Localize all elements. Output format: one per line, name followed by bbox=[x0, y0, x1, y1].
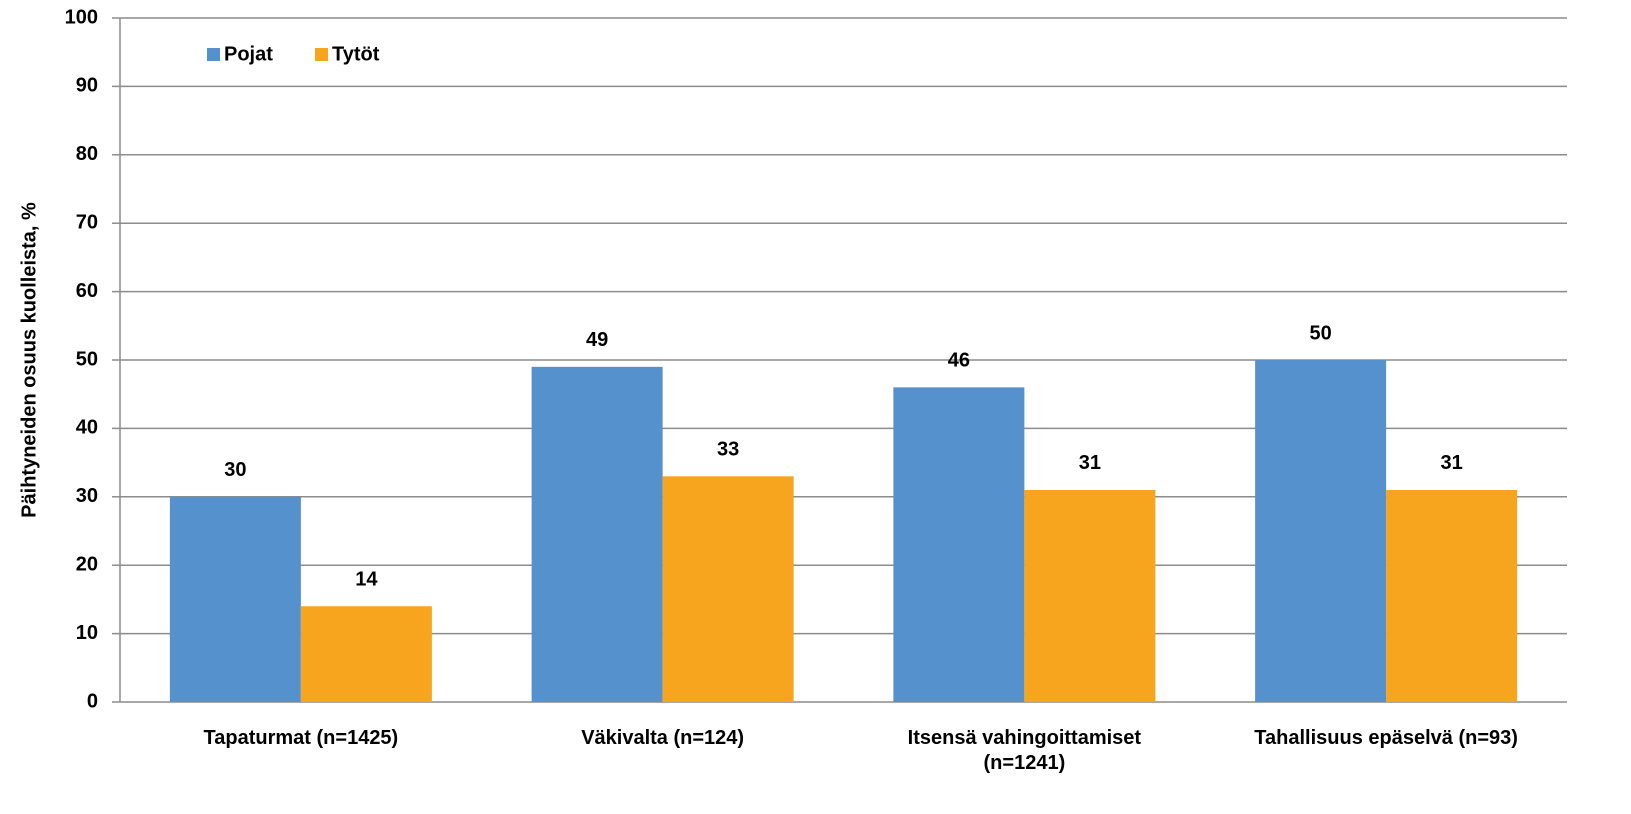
y-tick-label: 20 bbox=[76, 553, 98, 575]
bar bbox=[531, 366, 663, 702]
data-label: 14 bbox=[355, 569, 378, 591]
bar bbox=[169, 496, 301, 702]
legend-label: Tytöt bbox=[332, 43, 380, 65]
data-label: 30 bbox=[224, 459, 246, 481]
x-tick-label: Väkivalta (n=124) bbox=[581, 727, 745, 749]
x-tick-label-box: Itsensä vahingoittamiset (n=1241) bbox=[907, 727, 1142, 774]
y-tick-label: 0 bbox=[87, 690, 98, 712]
data-label: 31 bbox=[1441, 452, 1463, 474]
bar bbox=[1255, 360, 1387, 702]
data-label: 31 bbox=[1079, 452, 1101, 474]
y-tick-label: 50 bbox=[76, 348, 98, 370]
x-tick-label: Itsensä vahingoittamiset (n=1241) bbox=[907, 727, 1142, 774]
bar bbox=[1024, 489, 1156, 702]
bar bbox=[893, 387, 1025, 702]
bar bbox=[662, 476, 794, 702]
data-label: 49 bbox=[586, 329, 608, 351]
data-label: 46 bbox=[948, 350, 970, 372]
y-tick-label: 10 bbox=[76, 622, 98, 644]
x-tick-label: Tapaturmat (n=1425) bbox=[203, 727, 399, 749]
bar bbox=[1386, 489, 1518, 702]
data-label: 50 bbox=[1310, 322, 1332, 344]
y-tick-label: 80 bbox=[76, 143, 98, 165]
y-tick-label: 100 bbox=[65, 6, 98, 28]
x-tick-label-box: Väkivalta (n=124) bbox=[581, 727, 745, 749]
y-tick-label: 90 bbox=[76, 75, 98, 97]
x-tick-label-box: Tahallisuus epäselvä (n=93) bbox=[1254, 727, 1518, 749]
x-tick-label-box: Tapaturmat (n=1425) bbox=[203, 727, 399, 749]
data-label: 33 bbox=[717, 439, 739, 461]
y-tick-label: 40 bbox=[76, 417, 98, 439]
legend-label: Pojat bbox=[224, 43, 273, 65]
y-axis-label: Päihtyneiden osuus kuolleista, % bbox=[18, 202, 40, 518]
bar bbox=[300, 606, 432, 702]
y-tick-label: 70 bbox=[76, 211, 98, 233]
y-tick-label: 30 bbox=[76, 485, 98, 507]
legend-swatch bbox=[207, 48, 220, 61]
y-tick-label: 60 bbox=[76, 280, 98, 302]
x-tick-label: Tahallisuus epäselvä (n=93) bbox=[1254, 727, 1518, 749]
legend-swatch bbox=[315, 48, 328, 61]
